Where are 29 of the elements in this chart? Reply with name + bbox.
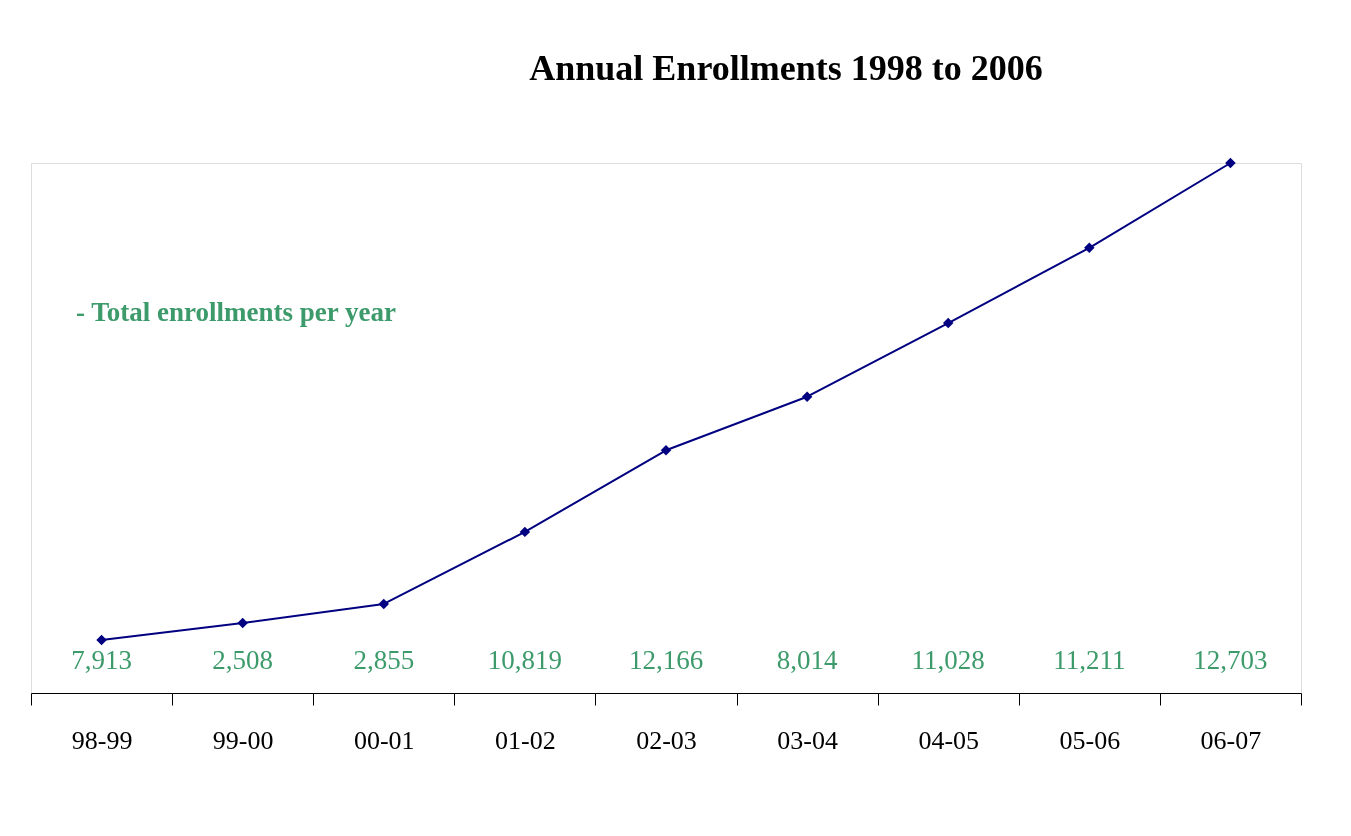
- annotation: 12,166: [628, 645, 704, 675]
- x-tick-label: 99-00: [212, 725, 274, 755]
- point: [942, 317, 954, 329]
- point: [660, 445, 672, 456]
- x-tick-label: 05-06: [1059, 725, 1121, 755]
- annotation: 8,014: [776, 645, 838, 675]
- x-tick-label: 03-04: [777, 725, 838, 755]
- point: [378, 598, 390, 610]
- x-tick-label: 01-02: [495, 725, 556, 755]
- x-tick-label: 00-01: [353, 725, 415, 755]
- point: [801, 391, 813, 402]
- annotation: 2,855: [353, 645, 415, 675]
- point: [519, 526, 531, 538]
- x-tick-label: 04-05: [918, 725, 980, 755]
- annotation: 12,703: [1193, 645, 1268, 675]
- point: [1084, 242, 1095, 254]
- point: [96, 634, 107, 646]
- annotation: 11,028: [911, 645, 985, 675]
- x-tick-label: 98-99: [71, 725, 133, 755]
- point: [237, 617, 248, 629]
- annotation: 2,508: [212, 645, 274, 675]
- chart-title: Annual Enrollments 1998 to 2006: [529, 47, 1043, 88]
- x-tick-label: 06-07: [1200, 725, 1262, 755]
- annotation: 7,913: [71, 645, 132, 675]
- point: [1225, 157, 1236, 169]
- annotation: - Total enrollments per year: [76, 297, 396, 327]
- annotation: 10,819: [487, 645, 563, 675]
- annotation: 11,211: [1053, 645, 1126, 675]
- x-tick-label: 02-03: [636, 725, 697, 755]
